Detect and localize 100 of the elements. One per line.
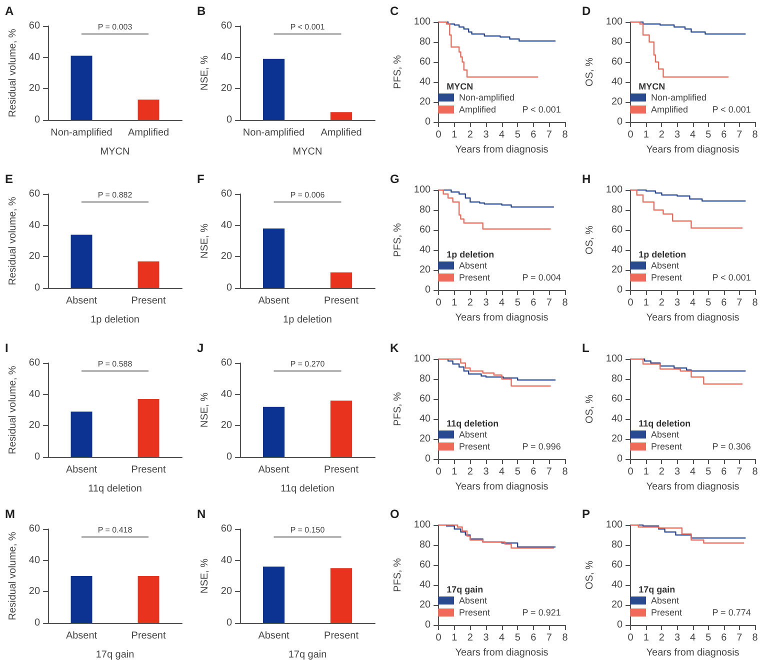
y-tick-label: 0 bbox=[34, 114, 40, 126]
y-tick-label: 60 bbox=[28, 188, 40, 200]
x-tick-label: 7 bbox=[736, 298, 743, 308]
annotation: P = 0.921 bbox=[522, 608, 561, 618]
x-tick-label: Absent bbox=[258, 630, 290, 642]
y-tick-label: 80 bbox=[611, 204, 624, 216]
legend-label: Absent bbox=[651, 260, 680, 270]
legend-label: Absent bbox=[651, 596, 680, 606]
y-tick-label: 60 bbox=[611, 560, 624, 570]
x-axis-title: 17q gain bbox=[288, 650, 327, 660]
y-tick-label: 20 bbox=[419, 600, 432, 610]
y-tick-label: 40 bbox=[611, 580, 624, 590]
x-axis-title: Years from diagnosis bbox=[455, 312, 548, 324]
y-axis-title: PFS, % bbox=[392, 392, 404, 426]
y-axis-title: Residual volume, % bbox=[8, 366, 18, 454]
annotation: P = 0.774 bbox=[712, 608, 751, 618]
x-tick-label: Amplified bbox=[128, 128, 170, 138]
x-tick-label: 0 bbox=[628, 298, 634, 308]
y-tick-label: 60 bbox=[419, 56, 432, 68]
x-tick-label: 8 bbox=[752, 632, 758, 644]
x-tick-label: 8 bbox=[752, 130, 758, 140]
chart-title: A bbox=[5, 4, 14, 18]
x-axis-title: 1p deletion bbox=[90, 314, 140, 326]
y-axis-title: PFS, % bbox=[392, 222, 404, 257]
y-axis-title: OS, % bbox=[584, 560, 596, 590]
x-tick-label: 5 bbox=[514, 130, 521, 140]
chart-title: K bbox=[390, 341, 399, 355]
chart-title: I bbox=[5, 341, 8, 355]
legend-title: 17q gain bbox=[638, 584, 676, 594]
x-tick-label: 8 bbox=[752, 466, 758, 478]
x-tick-label: Non-amplified bbox=[50, 128, 112, 138]
annotation: P = 0.006 bbox=[290, 190, 326, 200]
x-tick-label: Absent bbox=[66, 464, 98, 476]
annotation: P = 0.588 bbox=[98, 360, 133, 368]
y-axis-title: NSE, % bbox=[200, 558, 210, 594]
x-tick-label: 6 bbox=[721, 130, 728, 140]
legend-label: Present bbox=[651, 272, 683, 282]
x-tick-label: Present bbox=[324, 630, 359, 642]
x-tick-label: 5 bbox=[706, 298, 712, 308]
x-axis-title: 11q deletion bbox=[88, 484, 142, 494]
x-tick-label: 1 bbox=[452, 632, 458, 644]
x-tick-label: 3 bbox=[674, 130, 680, 140]
x-tick-label: 2 bbox=[658, 130, 665, 140]
y-tick-label: 0 bbox=[34, 452, 40, 462]
x-tick-label: 6 bbox=[721, 298, 728, 308]
x-tick-label: 4 bbox=[499, 632, 506, 644]
y-tick-label: 20 bbox=[28, 251, 40, 262]
chart-title: F bbox=[197, 172, 204, 186]
y-tick-label: 0 bbox=[34, 618, 40, 628]
y-tick-label: 80 bbox=[419, 374, 432, 384]
legend-label: Present bbox=[651, 442, 683, 452]
x-tick-label: Present bbox=[324, 296, 359, 306]
y-axis-title: Residual volume, % bbox=[8, 196, 18, 286]
x-tick-label: 2 bbox=[467, 466, 474, 478]
x-tick-label: 3 bbox=[674, 466, 680, 478]
x-axis-title: 1p deletion bbox=[283, 314, 332, 326]
y-tick-label: 20 bbox=[419, 96, 432, 108]
y-tick-label: 80 bbox=[611, 36, 624, 48]
x-tick-label: 7 bbox=[546, 298, 552, 308]
legend-label: Amplified bbox=[651, 104, 688, 114]
y-tick-label: 60 bbox=[611, 224, 624, 236]
x-axis-title: MYCN bbox=[100, 146, 130, 158]
y-tick-label: 100 bbox=[606, 16, 624, 28]
x-tick-label: Amplified bbox=[320, 128, 362, 138]
x-tick-label: 4 bbox=[499, 466, 506, 478]
legend-label: Absent bbox=[459, 596, 488, 606]
y-tick-label: 0 bbox=[226, 618, 232, 628]
y-tick-label: 40 bbox=[419, 414, 432, 424]
x-tick-label: 5 bbox=[706, 466, 712, 478]
legend-label: Present bbox=[459, 442, 491, 452]
x-tick-label: Present bbox=[324, 464, 359, 476]
x-tick-label: 1 bbox=[643, 130, 650, 140]
y-tick-label: 40 bbox=[419, 580, 432, 590]
legend-label: Present bbox=[651, 608, 683, 618]
x-tick-label: 8 bbox=[562, 466, 568, 478]
y-tick-label: 60 bbox=[28, 20, 40, 32]
x-tick-label: 0 bbox=[436, 130, 442, 140]
x-tick-label: 1 bbox=[643, 632, 650, 644]
x-tick-label: 3 bbox=[483, 130, 490, 140]
annotation: P = 0.306 bbox=[712, 442, 751, 452]
chart-title: J bbox=[197, 341, 204, 355]
y-tick-label: 40 bbox=[220, 52, 232, 63]
x-tick-label: 4 bbox=[499, 130, 506, 140]
x-tick-label: 2 bbox=[467, 298, 474, 308]
x-tick-label: Absent bbox=[66, 296, 98, 306]
x-tick-label: 7 bbox=[546, 632, 552, 644]
y-tick-label: 20 bbox=[220, 251, 232, 262]
x-tick-label: 7 bbox=[736, 466, 743, 478]
y-tick-label: 100 bbox=[414, 16, 432, 28]
y-tick-label: 100 bbox=[606, 184, 624, 196]
annotation: P = 0.996 bbox=[522, 442, 561, 452]
legend-title: MYCN bbox=[446, 82, 474, 92]
x-axis-title: Years from diagnosis bbox=[646, 647, 740, 658]
y-tick-label: 40 bbox=[611, 76, 624, 88]
y-tick-label: 40 bbox=[419, 76, 432, 88]
y-tick-label: 60 bbox=[28, 358, 40, 368]
y-tick-label: 20 bbox=[220, 420, 232, 432]
x-tick-label: 2 bbox=[467, 130, 474, 140]
x-tick-label: 3 bbox=[483, 298, 490, 308]
y-tick-label: 100 bbox=[606, 520, 624, 530]
